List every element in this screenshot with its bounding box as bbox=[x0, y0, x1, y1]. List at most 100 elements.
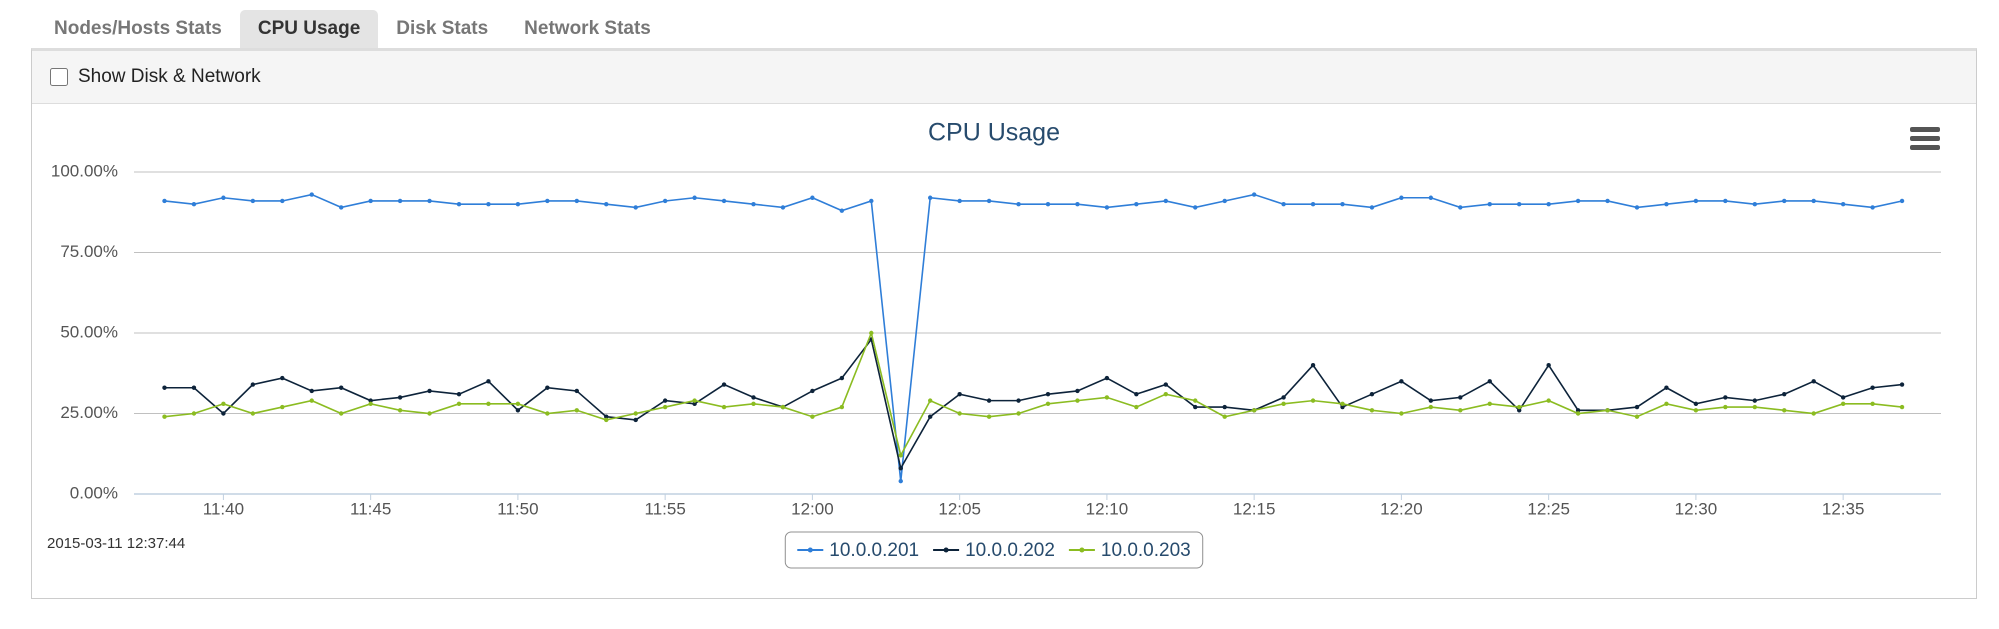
data-point bbox=[1487, 202, 1492, 207]
data-point bbox=[1310, 202, 1316, 207]
data-point bbox=[250, 198, 256, 204]
data-point bbox=[928, 195, 933, 200]
data-point bbox=[397, 408, 403, 413]
data-point bbox=[1104, 205, 1110, 210]
data-point bbox=[1840, 202, 1846, 207]
data-point bbox=[1664, 202, 1669, 207]
data-point bbox=[1664, 401, 1669, 407]
data-point bbox=[1104, 395, 1110, 400]
data-point bbox=[456, 401, 462, 407]
x-tick-label: 12:30 bbox=[1675, 499, 1718, 518]
data-point bbox=[662, 198, 668, 204]
data-point bbox=[633, 417, 638, 423]
data-point bbox=[1870, 385, 1875, 390]
data-point bbox=[1899, 382, 1905, 387]
data-point bbox=[780, 205, 786, 210]
data-point bbox=[162, 385, 167, 390]
data-point bbox=[1163, 198, 1169, 204]
data-point bbox=[1399, 195, 1404, 200]
checkbox[interactable] bbox=[50, 68, 68, 86]
legend-item[interactable]: 10.0.0.201 bbox=[797, 540, 919, 561]
tab[interactable]: CPU Usage bbox=[239, 10, 379, 48]
data-point bbox=[751, 401, 756, 407]
menu-button[interactable] bbox=[1910, 127, 1940, 150]
data-point bbox=[1310, 398, 1316, 403]
y-tick-label: 100.00% bbox=[51, 161, 118, 180]
data-point bbox=[1458, 408, 1463, 413]
data-point bbox=[721, 404, 727, 410]
data-point bbox=[574, 198, 579, 204]
data-point bbox=[898, 453, 903, 458]
data-point bbox=[397, 198, 403, 204]
data-point bbox=[221, 411, 226, 416]
tab[interactable]: Nodes/Hosts Stats bbox=[54, 18, 222, 39]
legend-label[interactable]: 10.0.0.202 bbox=[965, 540, 1055, 561]
data-point bbox=[191, 202, 197, 207]
data-point bbox=[1899, 404, 1905, 410]
tab[interactable]: Network Stats bbox=[524, 18, 651, 39]
x-tick-label: 11:55 bbox=[645, 499, 686, 518]
data-point bbox=[1193, 205, 1198, 210]
data-point bbox=[1575, 408, 1581, 413]
data-point bbox=[1664, 385, 1669, 390]
data-point bbox=[456, 202, 462, 207]
data-point bbox=[1693, 198, 1699, 204]
data-point bbox=[1340, 401, 1345, 407]
legend-item[interactable]: 10.0.0.203 bbox=[1068, 540, 1191, 561]
legend-marker bbox=[943, 547, 949, 553]
x-tick-label: 12:10 bbox=[1086, 499, 1129, 518]
data-point bbox=[957, 391, 962, 397]
data-point bbox=[1634, 414, 1640, 419]
data-point bbox=[1517, 202, 1522, 207]
data-point bbox=[545, 198, 550, 204]
tab[interactable]: Disk Stats bbox=[396, 18, 489, 39]
data-point bbox=[1752, 404, 1758, 410]
legend-label[interactable]: 10.0.0.203 bbox=[1101, 540, 1191, 561]
menu-bar[interactable] bbox=[1910, 136, 1940, 141]
data-point bbox=[191, 385, 197, 390]
data-point bbox=[280, 198, 285, 204]
data-point bbox=[1782, 198, 1787, 204]
y-tick-label: 25.00% bbox=[60, 403, 118, 422]
data-point bbox=[1546, 363, 1551, 368]
x-tick-label: 12:20 bbox=[1380, 499, 1423, 518]
data-point bbox=[1340, 202, 1345, 207]
data-point bbox=[692, 195, 697, 200]
checkbox-label[interactable]: Show Disk & Network bbox=[78, 66, 261, 87]
data-point bbox=[162, 414, 167, 419]
data-point bbox=[309, 388, 314, 394]
data-point bbox=[1045, 202, 1051, 207]
data-point bbox=[1163, 382, 1169, 387]
data-point bbox=[1428, 404, 1434, 410]
data-point bbox=[1281, 395, 1286, 400]
series-line bbox=[164, 337, 1903, 471]
options-bar: Show Disk & Network bbox=[32, 51, 1976, 104]
data-point bbox=[1458, 205, 1463, 210]
y-tick-label: 75.00% bbox=[60, 242, 118, 261]
x-tick-label: 11:45 bbox=[350, 499, 391, 518]
data-point bbox=[1487, 401, 1492, 407]
data-point bbox=[721, 198, 727, 204]
data-point bbox=[221, 401, 226, 407]
x-tick-label: 12:05 bbox=[938, 499, 981, 518]
legend-item[interactable]: 10.0.0.202 bbox=[933, 540, 1055, 561]
data-point bbox=[986, 398, 992, 403]
chart-title: CPU Usage bbox=[928, 119, 1060, 147]
menu-bar[interactable] bbox=[1910, 127, 1940, 132]
data-point bbox=[810, 195, 815, 200]
data-point bbox=[1222, 414, 1227, 419]
data-point bbox=[1605, 408, 1610, 413]
data-point bbox=[986, 198, 992, 204]
legend-label[interactable]: 10.0.0.201 bbox=[829, 540, 919, 561]
data-point bbox=[1399, 411, 1404, 416]
data-point bbox=[1546, 202, 1551, 207]
data-point bbox=[1723, 404, 1728, 410]
data-point bbox=[1517, 408, 1522, 413]
data-point bbox=[1605, 198, 1610, 204]
legend-box bbox=[784, 531, 1204, 569]
data-point bbox=[1428, 195, 1434, 200]
menu-bar[interactable] bbox=[1910, 145, 1940, 150]
data-point bbox=[1899, 198, 1905, 204]
data-point bbox=[1281, 401, 1286, 407]
data-point bbox=[1222, 404, 1227, 410]
